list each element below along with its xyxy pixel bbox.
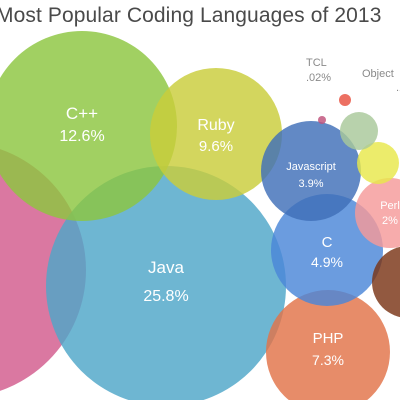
bubble-value-c-: 12.6% xyxy=(59,128,104,145)
bubble-name-c: C xyxy=(322,234,333,251)
bubble-value-ruby: 9.6% xyxy=(199,138,233,155)
bubble-group-unlabeled-9 xyxy=(340,112,378,150)
bubble-name-php: PHP xyxy=(313,330,344,347)
bubble-unlabeled-8 xyxy=(372,246,400,318)
outside-value-tcl: .02% xyxy=(306,72,331,84)
bubble-unlabeled-10 xyxy=(357,142,399,184)
bubble-group-php: PHP 7.3% xyxy=(266,290,390,400)
bubble-group-javascript: Javascript 3.9% xyxy=(261,121,361,221)
bubble-javascript xyxy=(261,121,361,221)
bubble-tcl xyxy=(318,116,326,124)
bubble-value-java: 25.8% xyxy=(143,288,188,305)
outside-name-tcl: TCL xyxy=(306,57,327,69)
bubble-group-c-: C++ 12.6% xyxy=(0,31,177,221)
bubble-group-unlabeled-8 xyxy=(372,246,400,318)
bubble-group-java: Java 25.8% xyxy=(46,166,286,400)
bubble-java xyxy=(46,166,286,400)
bubble-name-ruby: Ruby xyxy=(197,117,234,134)
bubble-value-php: 7.3% xyxy=(312,352,344,368)
bubble-group-ruby: Ruby 9.6% xyxy=(150,68,282,200)
bubble-group-tcl: TCL .02% xyxy=(306,57,331,124)
bubble-objective-c xyxy=(339,94,351,106)
bubble-c xyxy=(271,194,383,306)
bubble-perl xyxy=(355,178,400,248)
bubble-value-javascript: 3.9% xyxy=(298,178,323,190)
bubble-c- xyxy=(0,31,177,221)
bubble-unlabeled-9 xyxy=(340,112,378,150)
bubble-name-javascript: Javascript xyxy=(286,161,336,173)
bubble-group-unlabeled-10 xyxy=(357,142,399,184)
bubble-group-objective-c: Object.1% xyxy=(339,68,400,106)
bubble-value-c: 4.9% xyxy=(311,254,343,270)
bubble-name-perl: Perl xyxy=(380,200,400,212)
chart-title: Most Popular Coding Languages of 2013 xyxy=(0,4,382,27)
bubble-value-perl: 2% xyxy=(382,215,398,227)
bubble-group-c: C 4.9% xyxy=(271,194,383,306)
bubble-php xyxy=(266,290,390,400)
bubble-name-c-: C++ xyxy=(66,104,98,123)
bubble-group-perl: Perl 2% xyxy=(355,178,400,248)
outside-name-objective-c: Object xyxy=(362,68,394,80)
bubble-name-java: Java xyxy=(148,258,184,277)
outside-value-objective-c: .1% xyxy=(396,82,400,94)
bubble-ruby xyxy=(150,68,282,200)
